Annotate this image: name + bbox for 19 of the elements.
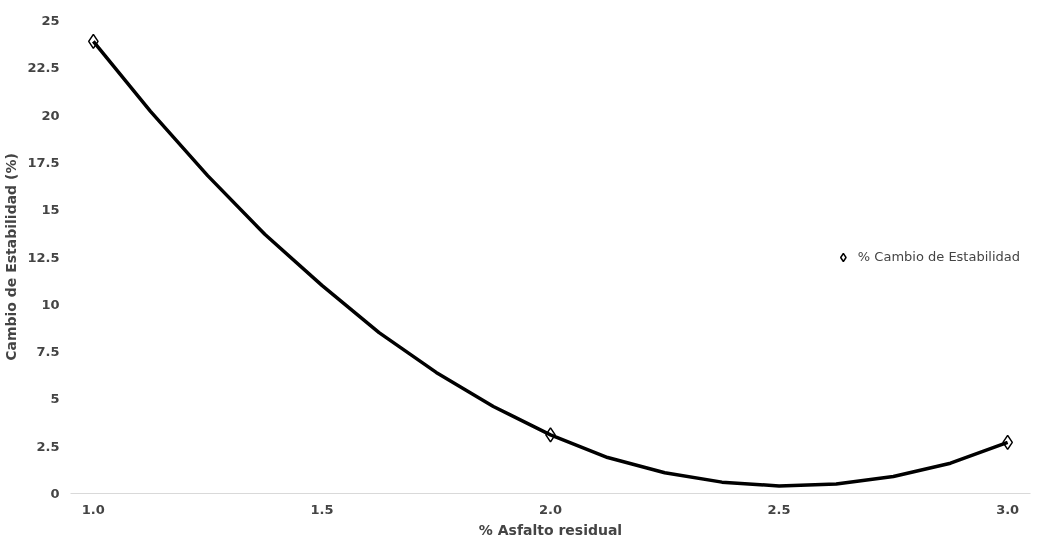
y-tick-label: 7.5 [36, 344, 60, 360]
y-tick-label: 12.5 [27, 249, 60, 265]
y-tick-label: 5 [50, 391, 60, 407]
y-tick-label: 17.5 [27, 154, 60, 170]
y-tick-label: 25 [41, 13, 60, 28]
x-tick-label: 1.5 [310, 501, 334, 517]
x-axis-title: % Asfalto residual [478, 521, 623, 538]
x-tick-label: 3.0 [996, 501, 1020, 517]
x-tick-label: 1.0 [81, 501, 105, 517]
y-tick-label: 2.5 [36, 438, 60, 454]
y-tick-label: 10 [41, 296, 60, 312]
y-tick-label: 20 [41, 107, 60, 123]
y-tick-label: 15 [41, 202, 60, 218]
x-tick-label: 2.5 [767, 501, 791, 517]
y-axis-title: Cambio de Estabilidad (%) [3, 153, 20, 361]
legend-label: % Cambio de Estabilidad [857, 249, 1020, 264]
x-tick-label: 2.0 [538, 501, 563, 517]
y-tick-label: 0 [50, 486, 60, 501]
y-tick-label: 22.5 [27, 60, 60, 76]
